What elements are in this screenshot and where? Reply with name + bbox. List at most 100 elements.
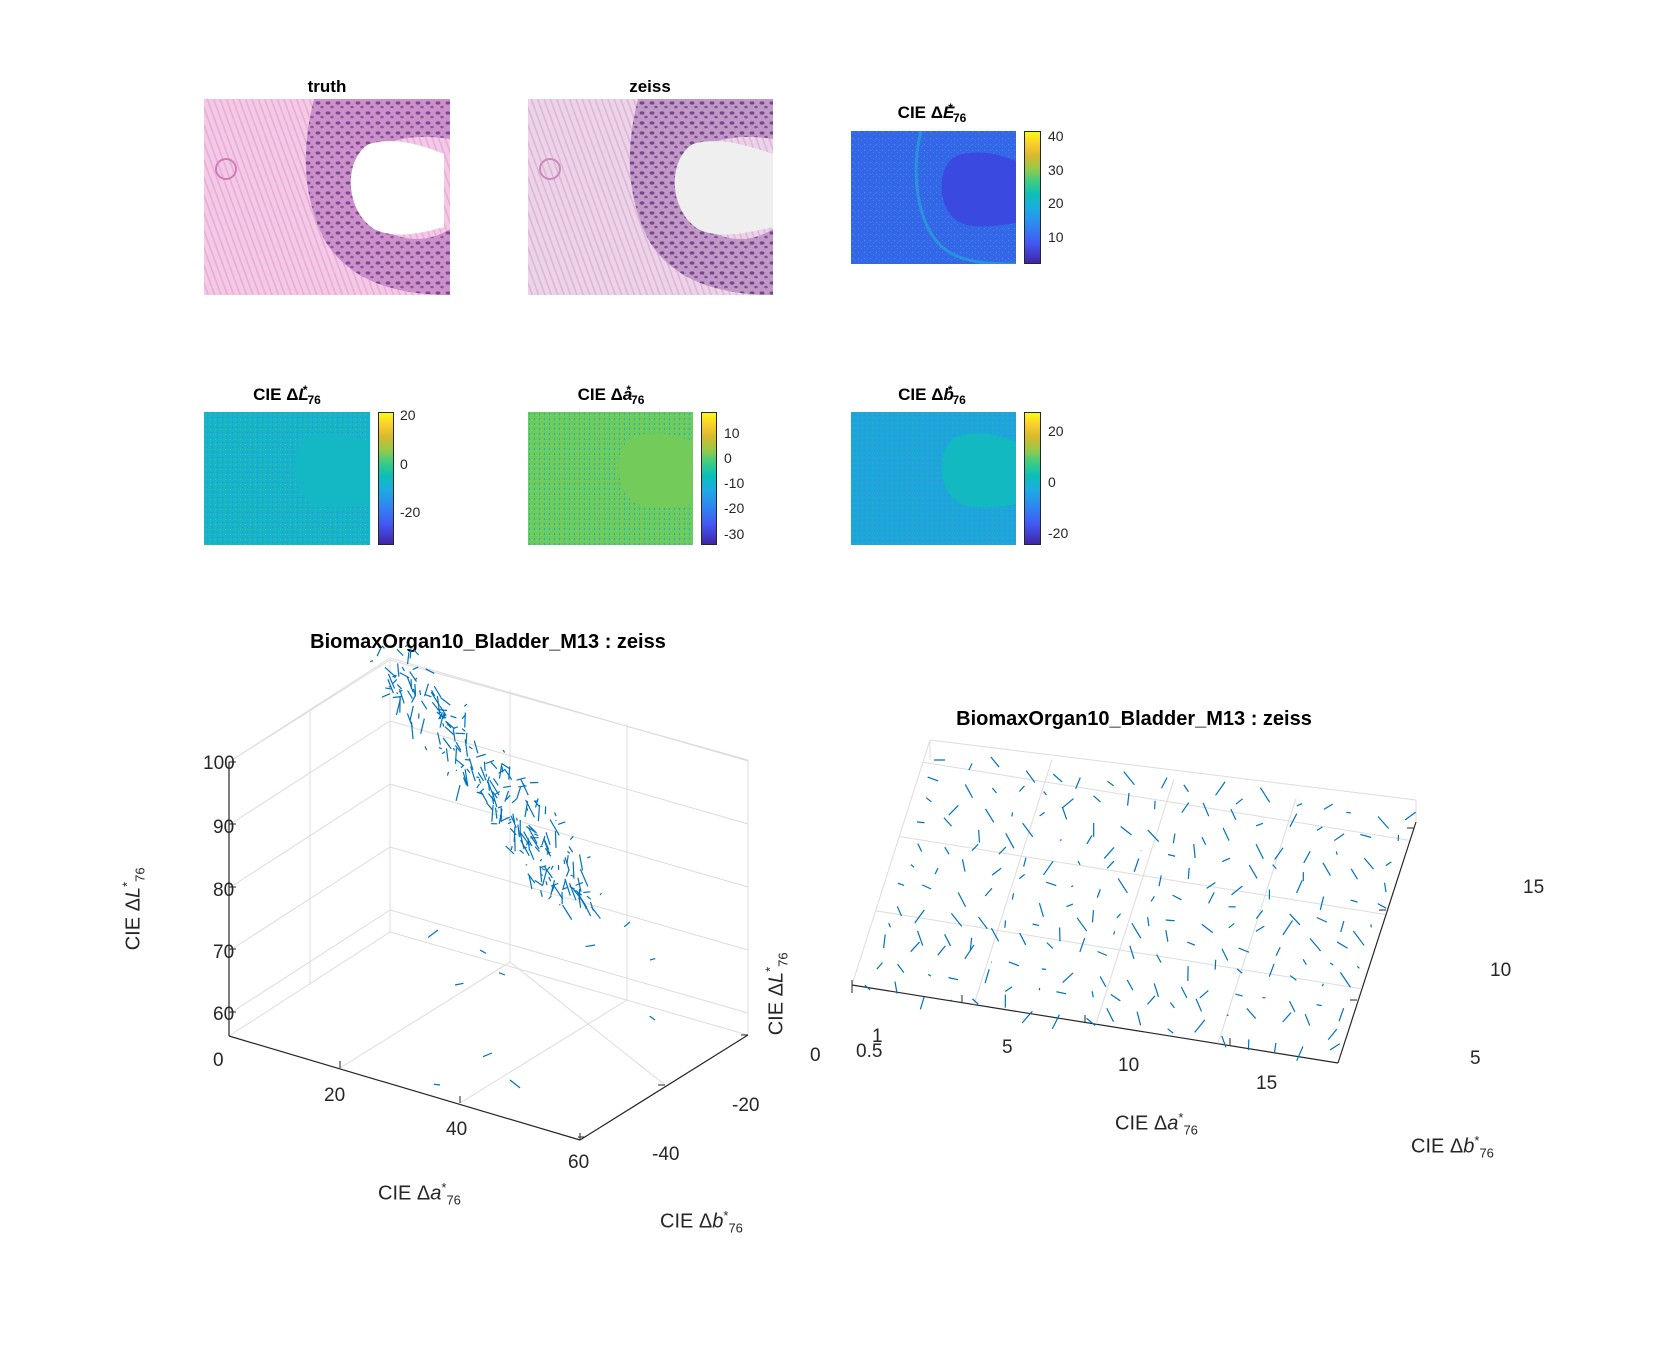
quiver-arrow [519, 849, 525, 854]
quiver-arrow [1120, 826, 1132, 836]
grid-line [875, 910, 1362, 990]
grid-line [1217, 798, 1297, 1044]
quiver-arrow [1201, 836, 1207, 845]
quiver-arrow [948, 804, 959, 816]
quiver-arrow [1133, 858, 1140, 873]
quiver-arrow [567, 850, 571, 854]
quiver-arrow [539, 865, 543, 883]
quiver-arrow [480, 766, 487, 781]
y-axis [579, 1034, 749, 1141]
quiver-arrow [1066, 903, 1074, 908]
quiver-arrow [515, 817, 518, 821]
quiver-arrow [1106, 1008, 1115, 1023]
delta-e-tick-20: 20 [1048, 195, 1064, 211]
quiver-arrow [1316, 826, 1323, 831]
quiver-arrow [1268, 963, 1275, 977]
quiver-arrow [1255, 822, 1264, 827]
grid-line [509, 961, 666, 1086]
quiver-arrow [937, 945, 946, 956]
delta-a-map [528, 412, 693, 545]
quiver-arrow [1004, 920, 1007, 928]
quiver-arrow [553, 812, 557, 817]
quiver-arrow [547, 866, 551, 871]
quiver-arrow [896, 906, 903, 917]
quiver-arrow [971, 998, 979, 1005]
quiver-arrow [864, 984, 871, 991]
quiver-arrow [1046, 881, 1057, 887]
quiver-arrow [991, 867, 1002, 876]
quiver-arrow [543, 838, 550, 850]
quiver-arrow [578, 854, 584, 871]
quiver-arrow [455, 785, 461, 802]
quiver-arrow [438, 746, 443, 750]
quiver-arrow [516, 777, 526, 781]
quiver-arrow [1282, 920, 1294, 936]
panel-title-zeiss: zeiss [629, 77, 671, 96]
quiver-arrow [396, 692, 399, 695]
quiver-arrow [494, 807, 498, 819]
quiver-arrow [921, 884, 932, 890]
quiver-right-plot [851, 739, 1417, 1064]
quiver-arrow [464, 769, 469, 787]
quiver-arrow [552, 884, 564, 900]
quiver-arrow [460, 764, 464, 769]
quiver-arrow [1309, 938, 1322, 952]
quiver-arrow [1046, 942, 1054, 949]
quiver-arrow [488, 793, 496, 802]
quiver-arrow [454, 758, 465, 767]
left-x-tick-20: 20 [324, 1085, 346, 1106]
quiver-arrow [491, 791, 498, 799]
quiver-arrow [910, 864, 915, 868]
quiver-arrow [1282, 1012, 1292, 1023]
panel-title-delta-l: CIE ΔL*76 [253, 383, 321, 408]
quiver-arrow [964, 944, 975, 960]
quiver-arrow [1091, 991, 1094, 998]
quiver-arrow [569, 885, 576, 890]
quiver-arrow [498, 763, 503, 779]
quiver-arrow [505, 794, 511, 800]
right-y-tick-15: 15 [1523, 877, 1545, 898]
quiver-arrow [409, 648, 412, 659]
quiver-arrow [1172, 894, 1182, 901]
quiver-arrow [454, 745, 462, 753]
quiver-arrow [1172, 833, 1176, 844]
quiver-arrow [1231, 885, 1243, 896]
quiver-arrow [568, 846, 574, 853]
delta-a-colorbar [701, 412, 717, 545]
quiver-arrow [411, 694, 417, 703]
quiver-arrow [545, 832, 551, 846]
quiver-arrow [1377, 903, 1387, 909]
quiver-arrow [406, 652, 410, 665]
quiver-arrow [541, 869, 548, 886]
quiver-arrow [1183, 784, 1190, 793]
panel-title-delta-b: CIE Δb*76 [898, 383, 966, 408]
quiver-arrow [392, 679, 398, 685]
quiver-arrow [477, 772, 485, 782]
quiver-arrow [476, 783, 480, 789]
quiver-arrow [1404, 811, 1417, 821]
quiver-arrow [557, 821, 566, 826]
quiver-arrow [575, 881, 584, 886]
quiver-arrow [1167, 853, 1176, 857]
quiver-arrow [1259, 787, 1271, 803]
left-x-tick-0: 0 [213, 1050, 224, 1071]
quiver-arrow [494, 791, 501, 796]
quiver-arrow [406, 676, 414, 693]
quiver-arrow [1059, 839, 1062, 841]
quiver-arrow [1248, 864, 1258, 879]
quiver-arrow [1129, 945, 1135, 960]
quiver-arrow [409, 705, 414, 722]
quiver-arrow [1289, 975, 1297, 981]
quiver-arrow [452, 747, 455, 751]
quiver-arrow [978, 829, 981, 843]
quiver-arrow [969, 937, 973, 951]
quiver-arrow [1336, 941, 1348, 949]
quiver-arrow [1126, 979, 1134, 991]
quiver-arrow [950, 913, 963, 927]
quiver-arrow [527, 838, 531, 851]
quiver-arrow [462, 777, 468, 786]
quiver-arrow [1146, 995, 1156, 1005]
quiver-arrow [424, 693, 432, 698]
quiver-arrow [407, 690, 413, 699]
quiver-arrow [478, 778, 482, 784]
